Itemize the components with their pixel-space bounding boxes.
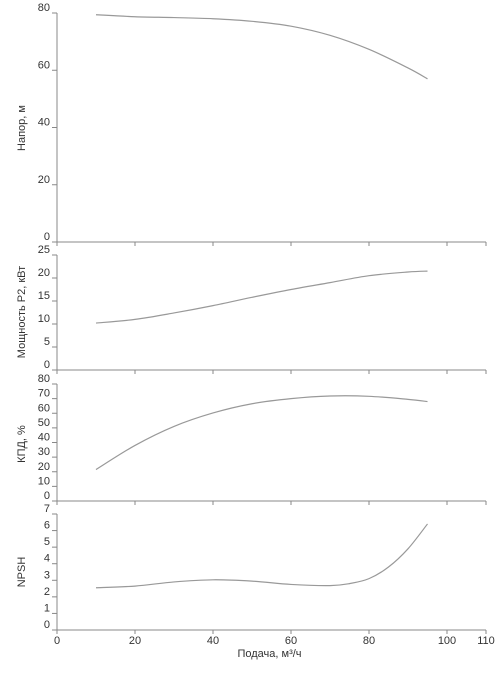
head-y-axis-title: Напор, м: [16, 105, 28, 151]
x-tick-label: 20: [129, 635, 141, 647]
x-axis-title: Подача, м³/ч: [237, 648, 301, 660]
npsh-y-tick-label: 2: [44, 586, 50, 598]
npsh-y-tick-label: 7: [44, 503, 50, 515]
head-y-tick-label: 0: [44, 231, 50, 243]
head-y-tick-label: 40: [38, 117, 50, 129]
efficiency-y-tick-label: 50: [38, 417, 50, 429]
power-y-axis-title: Мощность P2, кВт: [16, 266, 28, 358]
power-y-tick-label: 5: [44, 336, 50, 348]
efficiency-y-tick-label: 10: [38, 475, 50, 487]
npsh-y-tick-label: 5: [44, 536, 50, 548]
efficiency-y-tick-label: 40: [38, 432, 50, 444]
npsh-y-tick-label: 6: [44, 520, 50, 532]
x-tick-label: 80: [363, 635, 375, 647]
x-tick-label: 60: [285, 635, 297, 647]
power-y-tick-label: 15: [38, 290, 50, 302]
efficiency-y-tick-label: 20: [38, 461, 50, 473]
npsh-y-tick-label: 4: [44, 553, 50, 565]
power-y-tick-label: 20: [38, 267, 50, 279]
npsh-y-tick-label: 1: [44, 602, 50, 614]
head-y-tick-label: 80: [38, 2, 50, 14]
efficiency-y-axis-title: КПД, %: [16, 425, 28, 463]
power-y-tick-label: 25: [38, 244, 50, 256]
power-y-tick-label: 10: [38, 313, 50, 325]
npsh-series-line: [95, 523, 428, 589]
efficiency-y-tick-label: 60: [38, 402, 50, 414]
head-series-line: [95, 14, 428, 80]
npsh-y-tick-label: 0: [44, 619, 50, 631]
power-y-tick-label: 0: [44, 359, 50, 371]
head-y-tick-label: 60: [38, 59, 50, 71]
x-tick-label: 0: [54, 635, 60, 647]
efficiency-y-tick-label: 30: [38, 446, 50, 458]
efficiency-y-tick-label: 80: [38, 373, 50, 385]
npsh-y-tick-label: 3: [44, 569, 50, 581]
x-tick-label: 110: [477, 635, 495, 647]
npsh-y-axis-title: NPSH: [16, 557, 28, 588]
head-y-tick-label: 20: [38, 174, 50, 186]
efficiency-series-line: [95, 395, 428, 471]
x-tick-label: 100: [438, 635, 456, 647]
power-series-line: [95, 270, 428, 324]
efficiency-y-tick-label: 0: [44, 490, 50, 502]
efficiency-y-tick-label: 70: [38, 388, 50, 400]
x-tick-label: 40: [207, 635, 219, 647]
